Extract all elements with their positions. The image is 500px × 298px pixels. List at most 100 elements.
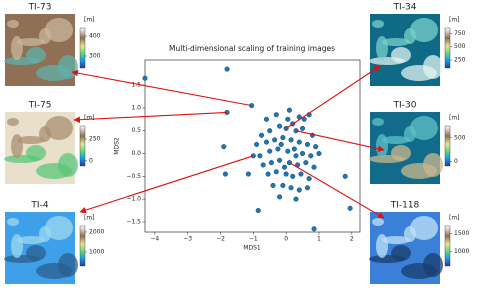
image-title: TI-73 (28, 3, 52, 13)
colorbar-unit: [m] (84, 115, 95, 122)
terrain-feature (410, 18, 438, 42)
plot-frame (144, 59, 361, 233)
colorbar-tick-label: 0 (454, 158, 458, 165)
terrain-feature (7, 20, 19, 28)
terrain-feature (410, 116, 438, 140)
terrain-feature (376, 134, 388, 158)
point (311, 164, 317, 170)
colorbar (79, 125, 86, 167)
colorbar-tick-label: 500 (454, 134, 466, 141)
point (265, 171, 271, 177)
x-tick-label: −2 (216, 236, 225, 243)
point (347, 205, 353, 211)
colorbar-unit: [m] (449, 17, 460, 24)
colorbar (444, 27, 451, 69)
point (221, 144, 227, 150)
terrain-feature (401, 65, 437, 81)
colorbar-unit: [m] (84, 215, 95, 222)
point (263, 139, 270, 145)
colorbar (79, 225, 86, 267)
terrain-feature (11, 134, 23, 158)
x-tick-label: −4 (150, 236, 159, 243)
point (303, 160, 309, 166)
point (280, 182, 286, 189)
terrain-feature (382, 236, 410, 244)
point (306, 176, 312, 182)
point (316, 150, 322, 157)
colorbar (444, 125, 451, 167)
colorbar-tick-label: 1500 (454, 230, 469, 237)
colorbar-tick-label: 2000 (89, 229, 104, 236)
arrow (79, 155, 254, 214)
colorbar (444, 225, 451, 267)
arrow (295, 130, 385, 152)
terrain-feature (11, 234, 23, 258)
terrain-feature (36, 163, 72, 179)
point (313, 144, 319, 150)
point (285, 148, 291, 154)
terrain-feature (7, 218, 19, 226)
point (268, 160, 274, 166)
image-title: TI-118 (390, 201, 420, 211)
chart-title: Multi-dimensional scaling of training im… (169, 44, 335, 53)
terrain-feature (7, 118, 19, 126)
point (290, 173, 296, 179)
arrow (285, 65, 381, 129)
terrain-feature (11, 36, 23, 60)
point (296, 187, 302, 193)
point (222, 171, 228, 177)
colorbar-tick-label: 0 (89, 157, 93, 164)
point (281, 164, 288, 170)
x-tick-label: −3 (183, 236, 192, 243)
terrain-feature (410, 216, 438, 240)
terrain-feature (45, 18, 73, 42)
colorbar-tick-label: 1000 (89, 249, 104, 256)
y-tick-label: 1.5 (131, 82, 141, 89)
colorbar-tick-label: 500 (454, 43, 466, 50)
point (291, 146, 297, 152)
terrain-feature (372, 218, 384, 226)
point (296, 139, 302, 145)
colorbar-unit: [m] (84, 17, 95, 24)
image-title: TI-4 (30, 201, 48, 211)
arrow (71, 69, 252, 107)
y-tick-label: 0.0 (131, 150, 141, 157)
point (270, 182, 276, 189)
point (267, 148, 273, 154)
colorbar-tick-label: 300 (89, 53, 101, 60)
y-tick-label: −1.5 (126, 218, 141, 225)
point (288, 185, 294, 191)
point (142, 75, 148, 81)
terrain-feature (17, 136, 45, 144)
terrain-feature (36, 65, 72, 81)
colorbar (79, 27, 86, 69)
y-tick-label: 0.5 (131, 127, 141, 134)
terrain-feature (4, 57, 40, 65)
point (300, 150, 306, 157)
point (288, 137, 294, 143)
y-tick-label: −1.0 (126, 196, 141, 203)
colorbar-tick-label: 750 (454, 30, 466, 37)
terrain-feature (369, 155, 405, 163)
colorbar-tick-label: 400 (89, 33, 101, 40)
terrain-feature (36, 263, 72, 279)
terrain-feature (376, 234, 388, 258)
y-tick-label: −0.5 (126, 173, 141, 180)
terrain-feature (369, 255, 405, 263)
point (283, 171, 289, 177)
point (272, 137, 278, 143)
x-tick-label: 1 (317, 236, 321, 243)
x-tick-label: 2 (350, 236, 354, 243)
point (257, 153, 263, 159)
point (263, 116, 270, 122)
terrain-feature (17, 38, 45, 46)
terrain-feature (401, 163, 437, 179)
image-title: TI-75 (28, 101, 52, 111)
colorbar-tick-label: 250 (89, 136, 101, 143)
terrain-feature (45, 216, 73, 240)
point (311, 226, 317, 232)
terrain-feature (382, 38, 410, 46)
terrain-feature (382, 136, 410, 144)
terrain-feature (4, 155, 40, 163)
